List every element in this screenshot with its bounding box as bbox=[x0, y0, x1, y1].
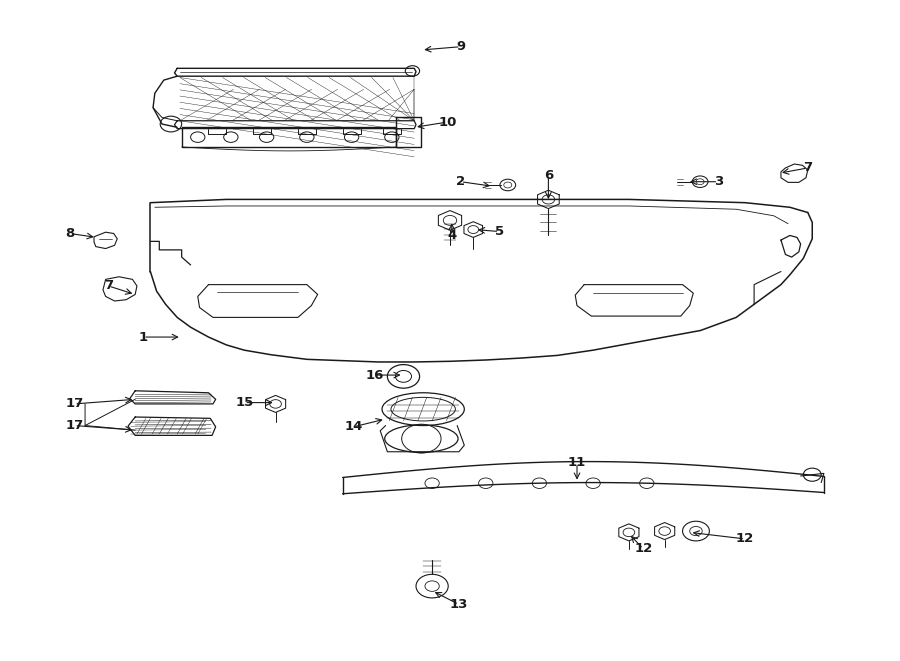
Text: 17: 17 bbox=[65, 419, 84, 432]
Text: 17: 17 bbox=[65, 397, 84, 410]
Text: 11: 11 bbox=[568, 456, 586, 469]
Text: 10: 10 bbox=[438, 116, 456, 129]
Text: 8: 8 bbox=[65, 227, 75, 240]
Text: 12: 12 bbox=[736, 532, 754, 545]
Text: 3: 3 bbox=[714, 175, 723, 188]
Text: 1: 1 bbox=[139, 330, 148, 344]
Text: 13: 13 bbox=[450, 598, 468, 611]
Text: 2: 2 bbox=[456, 175, 465, 188]
Text: 15: 15 bbox=[235, 396, 254, 409]
Text: 6: 6 bbox=[544, 169, 553, 182]
Text: 7: 7 bbox=[104, 280, 112, 292]
Text: 9: 9 bbox=[456, 40, 465, 53]
Text: 12: 12 bbox=[634, 542, 652, 555]
Text: 4: 4 bbox=[447, 229, 456, 242]
Text: 5: 5 bbox=[495, 225, 504, 238]
Text: 7: 7 bbox=[803, 161, 813, 175]
Text: 16: 16 bbox=[365, 369, 384, 381]
Text: 14: 14 bbox=[344, 420, 363, 434]
